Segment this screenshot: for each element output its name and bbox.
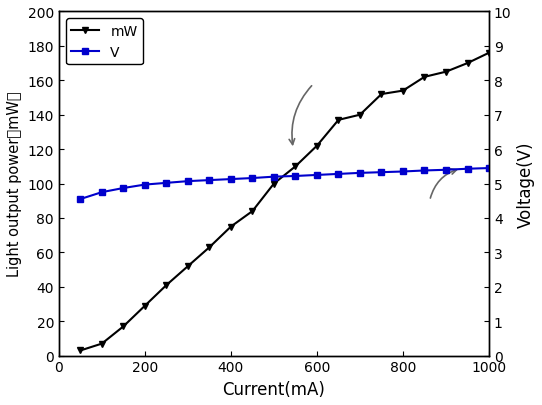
V: [357, 171, 363, 176]
V: [314, 173, 320, 178]
Line: mW: mW: [77, 50, 493, 354]
mW: [270, 182, 277, 187]
V: [228, 177, 234, 182]
V: [249, 176, 256, 181]
V: [400, 170, 406, 175]
V: [335, 172, 341, 177]
V: [120, 186, 127, 191]
mW: [141, 303, 148, 308]
mW: [77, 348, 83, 353]
V: [99, 190, 105, 195]
V: [270, 175, 277, 180]
mW: [486, 51, 492, 56]
Y-axis label: Voltage(V): Voltage(V): [517, 141, 535, 227]
mW: [120, 324, 127, 329]
mW: [314, 144, 320, 149]
mW: [335, 118, 341, 123]
mW: [206, 245, 212, 250]
mW: [249, 209, 256, 214]
mW: [357, 113, 363, 118]
V: [464, 167, 471, 172]
V: [443, 168, 449, 173]
mW: [99, 341, 105, 346]
V: [77, 197, 83, 202]
X-axis label: Current(mA): Current(mA): [223, 380, 325, 398]
mW: [378, 92, 385, 97]
V: [292, 174, 299, 179]
V: [206, 178, 212, 183]
V: [378, 171, 385, 175]
mW: [443, 70, 449, 75]
mW: [185, 264, 191, 269]
mW: [292, 164, 299, 169]
V: [486, 166, 492, 171]
V: [163, 181, 170, 186]
mW: [228, 225, 234, 230]
Y-axis label: Light output power（mW）: Light output power（mW）: [7, 92, 22, 277]
mW: [400, 89, 406, 94]
Line: V: V: [77, 165, 493, 203]
mW: [421, 75, 428, 80]
Legend: mW, V: mW, V: [66, 19, 143, 65]
mW: [464, 62, 471, 66]
V: [185, 179, 191, 184]
V: [421, 168, 428, 173]
mW: [163, 283, 170, 288]
V: [141, 183, 148, 188]
